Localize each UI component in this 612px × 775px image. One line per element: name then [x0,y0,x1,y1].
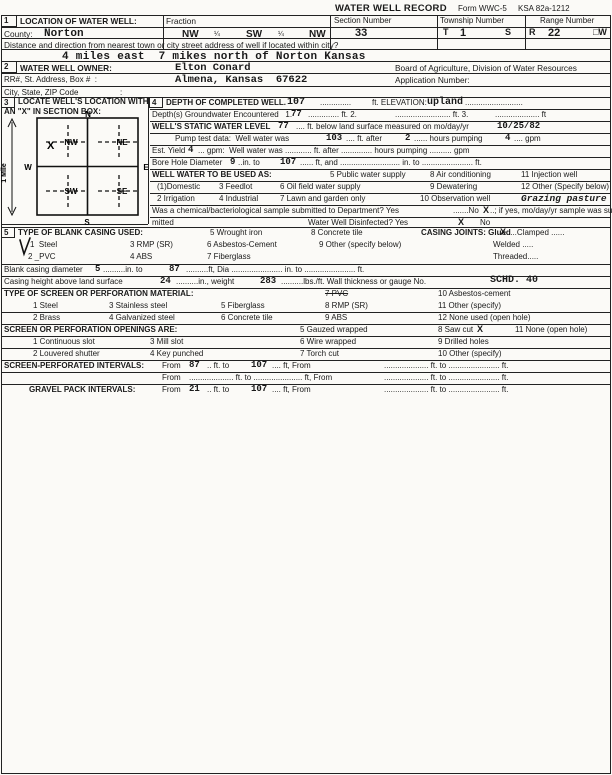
svg-text:NW: NW [64,138,78,147]
svg-text:NE: NE [116,138,128,147]
svg-text:S: S [84,218,90,225]
svg-text:1 Mile: 1 Mile [1,163,8,183]
svg-text:SW: SW [65,187,78,196]
svg-text:E: E [143,163,149,172]
svg-text:W: W [24,163,32,172]
svg-text:SE: SE [117,187,128,196]
svg-text:X: X [47,140,55,152]
svg-text:N: N [85,110,91,119]
